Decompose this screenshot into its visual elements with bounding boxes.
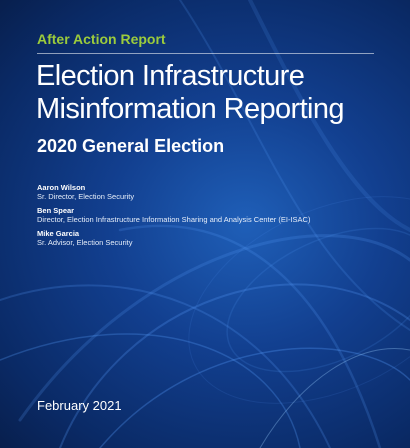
author-role: Director, Election Infrastructure Inform… bbox=[37, 215, 311, 224]
author-list: Aaron Wilson Sr. Director, Election Secu… bbox=[37, 183, 337, 252]
author-entry: Mike Garcia Sr. Advisor, Election Securi… bbox=[37, 229, 337, 247]
author-role: Sr. Director, Election Security bbox=[37, 192, 135, 201]
author-name: Mike Garcia bbox=[37, 229, 80, 238]
report-type-label: After Action Report bbox=[37, 31, 166, 47]
header-divider bbox=[37, 53, 374, 54]
author-entry: Aaron Wilson Sr. Director, Election Secu… bbox=[37, 183, 337, 201]
report-title: Election Infrastructure Misinformation R… bbox=[36, 60, 345, 125]
author-role: Sr. Advisor, Election Security bbox=[37, 238, 133, 247]
author-entry: Ben Spear Director, Election Infrastruct… bbox=[37, 206, 337, 224]
report-subtitle: 2020 General Election bbox=[37, 136, 225, 156]
author-name: Ben Spear bbox=[37, 206, 75, 215]
author-name: Aaron Wilson bbox=[37, 183, 86, 192]
publication-date: February 2021 bbox=[37, 398, 122, 413]
